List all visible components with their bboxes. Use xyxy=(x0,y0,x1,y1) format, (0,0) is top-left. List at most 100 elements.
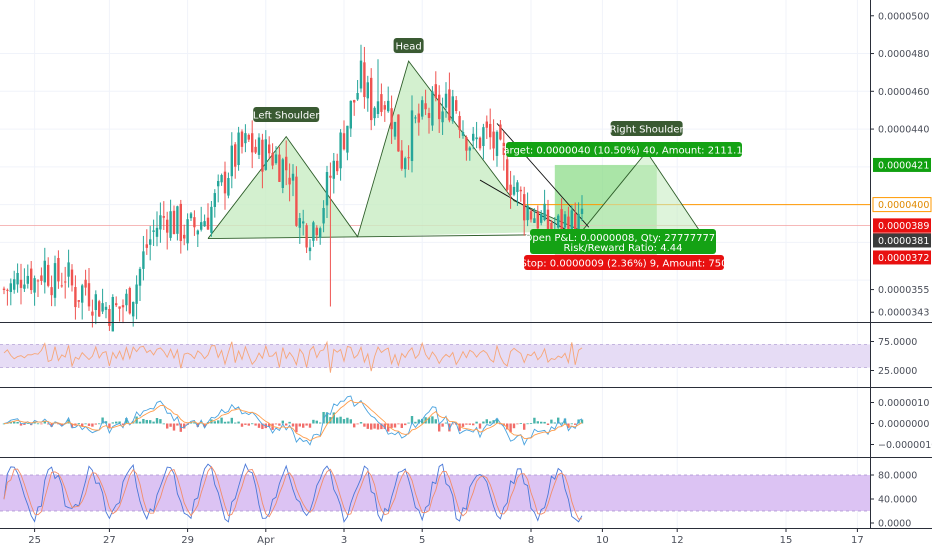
macd-histogram-bar xyxy=(57,423,60,425)
pane-dividers[interactable] xyxy=(0,0,932,529)
candle-body xyxy=(111,297,114,332)
candle-body xyxy=(516,182,519,193)
head-label-bg xyxy=(393,38,424,53)
candle-body xyxy=(50,287,53,296)
price-axis[interactable]: 0.0000500 0.0000480 0.0000460 0.0000440 0.00… xyxy=(870,11,932,530)
macd-histogram-bar xyxy=(70,423,74,428)
stop-price-tag-bg xyxy=(873,250,931,265)
macd-histogram-bar xyxy=(465,423,468,425)
stochastic-d-line xyxy=(3,465,583,520)
macd-histogram-bar xyxy=(162,423,165,425)
macd-histogram-bar xyxy=(305,423,308,426)
macd-histogram-bar xyxy=(176,423,179,426)
candle-body xyxy=(414,117,417,119)
macd-histogram-bar xyxy=(108,423,111,429)
candle-body xyxy=(274,154,278,164)
macd-histogram-bar xyxy=(434,419,437,424)
macd-histogram-bar xyxy=(390,423,393,428)
candle-body xyxy=(115,303,118,306)
macd-histogram-bar xyxy=(485,419,488,424)
candle-body xyxy=(268,144,271,154)
open-pnl-label: Open P&L: 0.0000008, Qty: 277777777 xyxy=(524,233,721,244)
candle-body xyxy=(302,221,305,224)
grid-lines xyxy=(0,0,870,528)
candle-body xyxy=(145,244,148,248)
macd-histogram-bar xyxy=(546,423,550,426)
macd-histogram-bar xyxy=(421,418,424,424)
macd-histogram-bar xyxy=(336,417,339,424)
macd-histogram-bar xyxy=(495,418,499,424)
candle-body xyxy=(40,275,43,281)
x-tick-label: 12 xyxy=(671,535,684,546)
trendline-upper xyxy=(496,123,590,228)
macd-histogram-bar xyxy=(417,419,420,424)
macd-histogram-bar xyxy=(2,423,6,425)
candle-body xyxy=(472,133,475,141)
candle-body xyxy=(359,60,363,89)
candle-body xyxy=(203,221,206,227)
macd-histogram-bar xyxy=(325,412,329,424)
macd-histogram-bar xyxy=(424,417,427,424)
candle-body xyxy=(240,131,244,147)
candle-body xyxy=(529,211,533,220)
stochastic-panel xyxy=(0,462,870,523)
macd-histogram-bar xyxy=(519,423,522,424)
macd-histogram-bar xyxy=(172,423,176,431)
macd-histogram-bar xyxy=(342,419,346,424)
macd-histogram-bar xyxy=(315,420,318,424)
macd-histogram-bar xyxy=(308,423,312,428)
candle-body xyxy=(550,223,553,232)
x-tick-label: 10 xyxy=(596,535,609,546)
right-shoulder-label: Right Shoulder xyxy=(610,125,685,136)
macd-histogram-bar xyxy=(441,423,444,427)
candle-body xyxy=(570,210,573,243)
candle-body xyxy=(536,211,539,229)
candle-body xyxy=(325,172,329,206)
candle-body xyxy=(67,262,70,277)
candle-body xyxy=(458,115,461,130)
y-tick-label: 25.0000 xyxy=(878,366,917,377)
candle-body xyxy=(305,225,308,248)
candle-body xyxy=(336,160,339,172)
macd-histogram-bar xyxy=(159,419,162,424)
candle-body xyxy=(223,171,227,194)
stop-label: Stop: 0.0000009 (2.36%) 9, Amount: 750 xyxy=(521,259,728,270)
macd-histogram-bar xyxy=(489,421,492,424)
candle-body xyxy=(125,293,128,306)
rsi-line xyxy=(3,340,583,373)
macd-histogram-bar xyxy=(461,423,465,427)
y-tick-label: −0.0000010 xyxy=(878,440,932,451)
candle-body xyxy=(166,219,169,233)
candle-body xyxy=(57,257,60,282)
candle-body xyxy=(176,206,179,234)
candle-body xyxy=(329,175,332,178)
candle-body xyxy=(560,209,563,235)
macd-histogram-bar xyxy=(152,421,155,424)
macd-histogram-bar xyxy=(121,423,125,425)
candle-body xyxy=(162,216,165,218)
x-tick-label: 29 xyxy=(181,535,194,546)
y-tick-label: 40.0000 xyxy=(878,495,917,506)
macd-histogram-bar xyxy=(366,423,369,429)
macd-histogram-bar xyxy=(94,423,97,425)
candle-body xyxy=(91,311,94,316)
time-axis[interactable]: 25 27 29 Apr 3 5 8 10 12 15 17 xyxy=(28,528,864,546)
macd-histogram-bar xyxy=(135,416,138,424)
candle-body xyxy=(397,114,400,152)
macd-histogram-bar xyxy=(220,417,223,424)
candle-body xyxy=(410,110,414,162)
candle-body xyxy=(121,305,125,308)
macd-histogram-bar xyxy=(142,418,145,424)
macd-histogram-bar xyxy=(281,420,284,424)
candle-body xyxy=(6,289,9,291)
macd-histogram-bar xyxy=(373,423,376,429)
candle-body xyxy=(543,203,546,221)
macd-histogram-bar xyxy=(251,423,254,425)
candle-body xyxy=(183,234,186,239)
macd-histogram-bar xyxy=(87,423,91,426)
candle-body xyxy=(271,152,274,166)
candle-body xyxy=(380,94,383,112)
x-tick-label: 5 xyxy=(419,535,425,546)
macd-histogram-bar xyxy=(298,423,301,427)
macd-histogram-bar xyxy=(145,419,148,424)
